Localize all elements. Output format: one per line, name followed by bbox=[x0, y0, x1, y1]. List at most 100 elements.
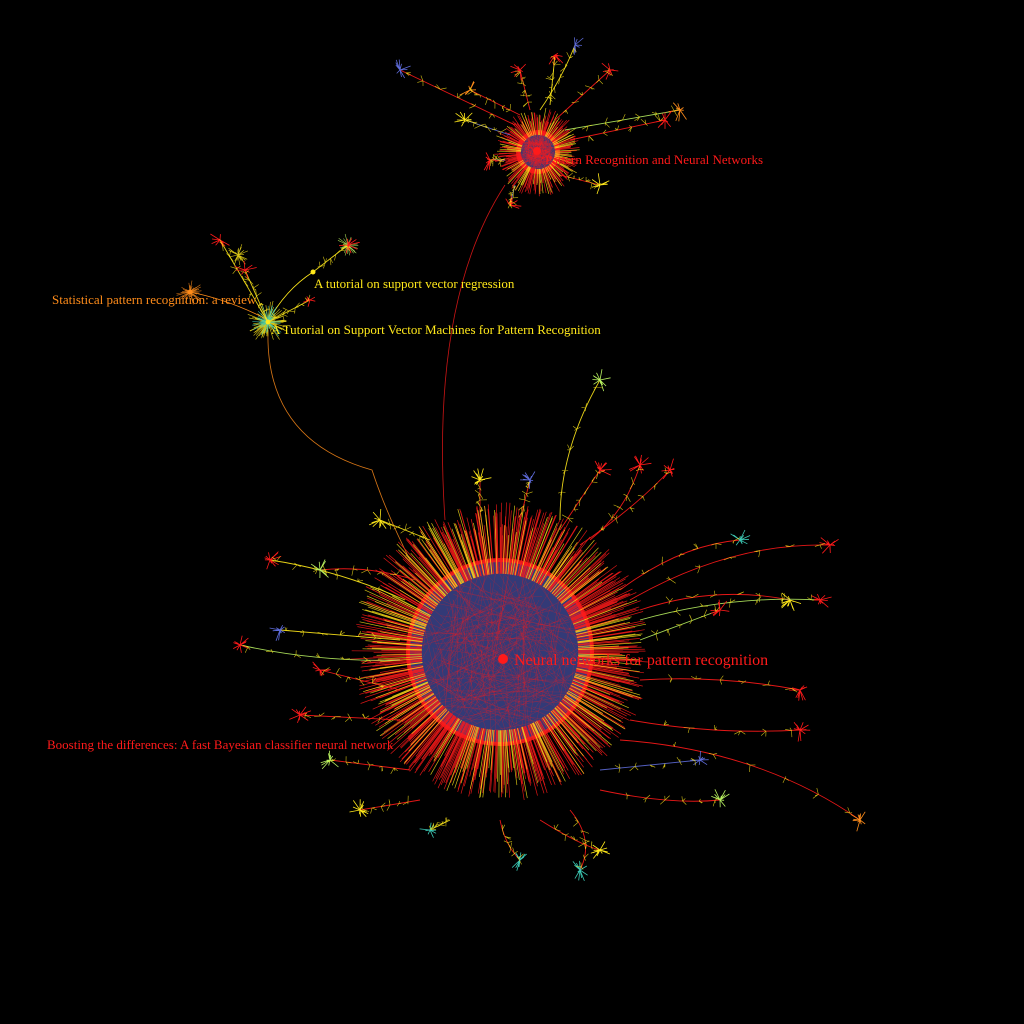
tendril-nn-2-branch bbox=[619, 539, 741, 591]
tendril-nn-5 bbox=[639, 593, 832, 621]
tendril-prnn-8 bbox=[564, 102, 687, 132]
hub-label-svm-tutorial: A Tutorial on Support Vector Machines fo… bbox=[271, 322, 601, 337]
tendril-nn-10 bbox=[599, 750, 709, 773]
tendril-nn-9-branch bbox=[619, 739, 861, 821]
tendril-nn-11-fan bbox=[711, 789, 730, 808]
tendril-svm-1-fan bbox=[234, 260, 257, 280]
tendril-nn-1-fan bbox=[628, 454, 652, 474]
tendril-nn-8-fan bbox=[793, 721, 811, 742]
tendril-prnn-2 bbox=[459, 81, 521, 116]
tendril-nn-11-branch bbox=[599, 789, 721, 802]
tendril-nn-12-leaves bbox=[573, 816, 590, 870]
tendril-prnn-2-leaves bbox=[467, 87, 511, 113]
tendril-nn-21-fan bbox=[269, 625, 285, 641]
tendril-nn-17 bbox=[320, 750, 411, 775]
tendril-nn-28-branch bbox=[579, 469, 671, 546]
tendril-nn-27-leaves bbox=[561, 469, 605, 523]
tendril-nn-19-fan bbox=[312, 661, 331, 677]
tendril-prnn-5-fan bbox=[483, 152, 502, 171]
tendril-nn-1-leaves bbox=[598, 466, 644, 532]
tendril-nn-24-fan bbox=[369, 508, 391, 529]
tendril-prnn-9-leaves bbox=[588, 114, 664, 142]
tendril-prnn-11-fan bbox=[548, 53, 564, 66]
edge-nn-to-prnn bbox=[442, 184, 506, 521]
tendril-nn-21 bbox=[269, 625, 401, 641]
cluster-neural-networks-spokes bbox=[350, 502, 648, 801]
tendril-prnn-11-leaves bbox=[545, 56, 561, 100]
tendril-nn-23 bbox=[310, 559, 416, 581]
tendril-prnn-10-leaves bbox=[563, 171, 602, 190]
hub-node-prnn bbox=[533, 147, 541, 155]
tendril-nn-1-branch bbox=[589, 464, 641, 541]
hub-label-svr-tutorial: A tutorial on support vector regression bbox=[314, 276, 515, 291]
tendril-nn-6 bbox=[639, 599, 730, 641]
tendril-prnn-7-leaves bbox=[563, 68, 613, 114]
tendril-nn-18 bbox=[289, 706, 401, 724]
tendril-prnn-5-leaves bbox=[489, 154, 506, 167]
tendril-nn-24-leaves bbox=[379, 518, 425, 541]
hub-label-statistical-pr-review: Statistical pattern recognition: a revie… bbox=[52, 292, 257, 307]
tendril-nn-17-fan bbox=[320, 750, 339, 770]
tendril-nn-27 bbox=[559, 460, 612, 531]
tendril-nn-20-fan bbox=[233, 635, 249, 653]
tendril-prnn-4-fan bbox=[454, 111, 476, 127]
tendril-prnn-1-leaves bbox=[514, 70, 532, 108]
tendril-nn-26-fan bbox=[520, 471, 536, 489]
tendril-nn-8 bbox=[629, 719, 811, 742]
tendril-prnn-6-leaves bbox=[507, 185, 519, 209]
tendril-prnn-4-leaves bbox=[461, 116, 507, 136]
cluster-svm-upper-rays bbox=[228, 244, 249, 266]
hub-label-neural-networks: Neural networks for pattern recognition bbox=[514, 652, 769, 669]
tendril-nn-3-fan bbox=[819, 537, 839, 554]
tendril-nn-28-fan bbox=[661, 458, 675, 480]
hub-label-pattern-recognition-nn: Pattern Recognition and Neural Networks bbox=[545, 152, 764, 167]
tendril-nn-7-fan bbox=[789, 685, 808, 701]
tendril-prnn-4 bbox=[454, 111, 511, 136]
tendril-nn-12-fan bbox=[572, 860, 588, 882]
tendril-nn-0-leaves bbox=[558, 386, 603, 496]
tendril-nn-18-leaves bbox=[304, 712, 383, 723]
tendril-prnn-10 bbox=[559, 171, 610, 195]
tendril-nn-16-leaves bbox=[360, 795, 409, 814]
tendril-prnn-8-leaves bbox=[582, 105, 679, 132]
tendril-nn-25-leaves bbox=[474, 475, 487, 513]
tendril-nn-15-leaves bbox=[428, 817, 449, 830]
tendril-nn-14-fan bbox=[511, 852, 527, 871]
tendril-nn-14-branch bbox=[499, 819, 521, 861]
tendril-nn-11 bbox=[599, 789, 730, 808]
tendril-prnn-3 bbox=[395, 59, 516, 126]
tendril-nn-5-fan bbox=[811, 593, 832, 608]
tendril-nn-17-leaves bbox=[328, 756, 398, 775]
tendril-nn-4-leaves bbox=[665, 590, 784, 606]
tendril-nn-28-leaves bbox=[600, 467, 671, 531]
tendril-nn-9-leaves bbox=[673, 741, 853, 814]
tendril-nn-22 bbox=[264, 551, 406, 601]
tendril-nn-24 bbox=[369, 508, 431, 541]
tendril-prnn-7 bbox=[554, 62, 619, 121]
tendril-nn-10-leaves bbox=[614, 757, 696, 773]
tendril-nn-14-leaves bbox=[502, 824, 524, 865]
hub-node-svr bbox=[310, 269, 316, 275]
tendril-nn-20-leaves bbox=[242, 644, 372, 664]
tendril-nn-14 bbox=[499, 819, 527, 871]
tendril-prnn-9-fan bbox=[656, 110, 672, 129]
graph-clusters bbox=[176, 37, 866, 882]
tendril-prnn-5 bbox=[483, 152, 506, 171]
tendril-nn-4-fan bbox=[781, 592, 802, 611]
tendril-nn-13 bbox=[539, 819, 611, 859]
tendril-prnn-3-fan bbox=[395, 59, 411, 79]
tendril-svm-2-leaves bbox=[270, 294, 311, 321]
tendril-prnn-3-leaves bbox=[405, 72, 496, 119]
tendril-nn-19 bbox=[312, 661, 401, 691]
tendril-nn-9 bbox=[619, 739, 866, 832]
cluster-neural-networks-core bbox=[408, 560, 592, 744]
tendril-prnn-0 bbox=[539, 37, 584, 111]
cluster-neural-networks-spokes-yellow bbox=[358, 504, 647, 799]
tendril-nn-6-fan bbox=[710, 599, 730, 617]
tendril-nn-22-leaves bbox=[272, 556, 380, 594]
tendril-nn-7 bbox=[639, 674, 808, 701]
tendril-nn-28 bbox=[579, 458, 675, 546]
tendril-nn-26 bbox=[518, 471, 536, 521]
tendril-nn-0 bbox=[558, 369, 611, 521]
